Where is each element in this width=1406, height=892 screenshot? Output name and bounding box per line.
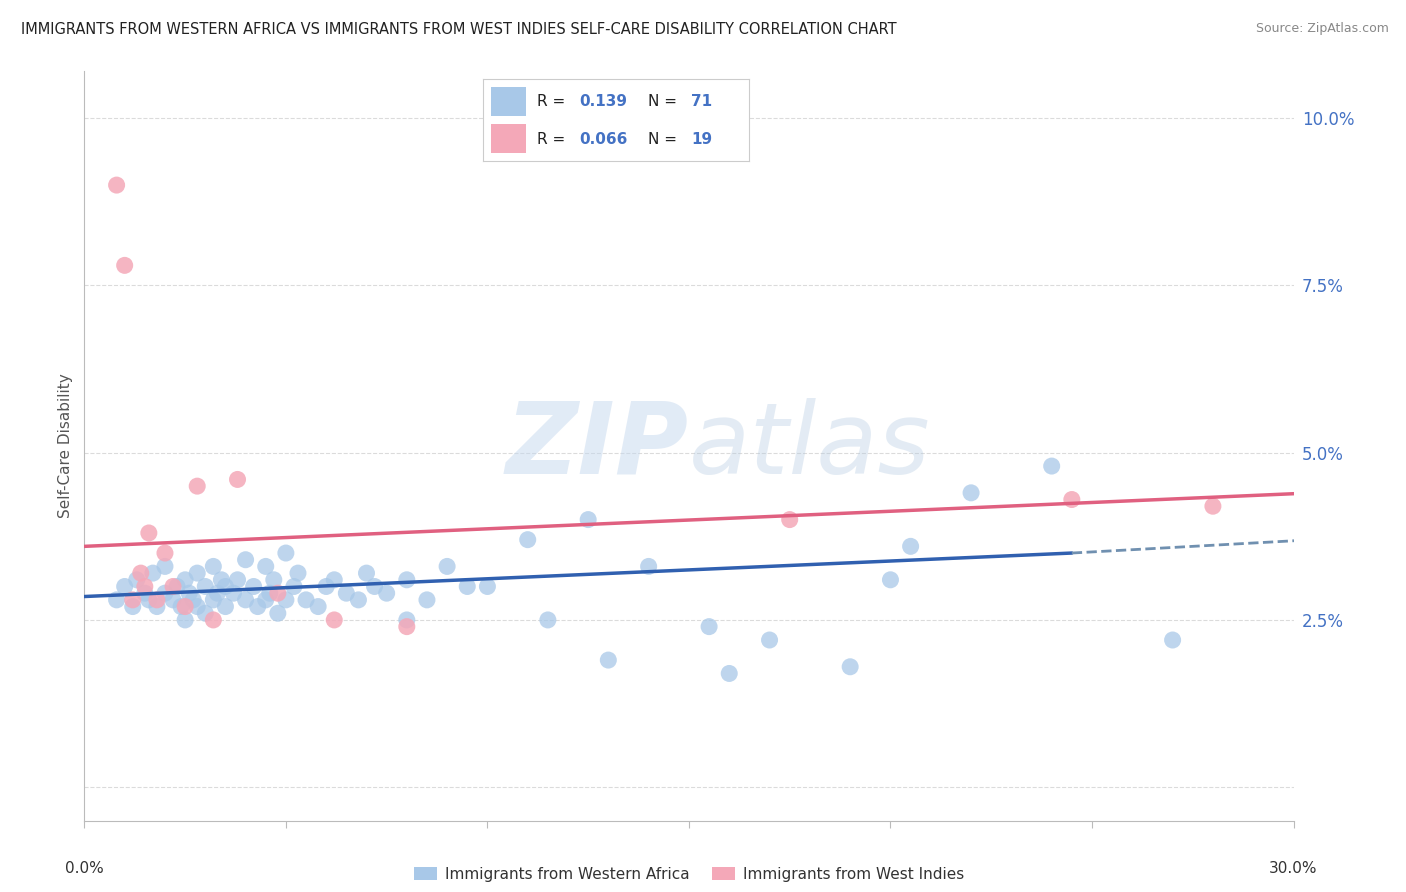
Point: [174, 573, 197, 587]
Point: [174, 599, 197, 614]
Point: [242, 580, 264, 594]
Text: Source: ZipAtlas.com: Source: ZipAtlas.com: [1256, 22, 1389, 36]
Point: [129, 566, 152, 581]
Point: [274, 592, 297, 607]
Point: [267, 586, 290, 600]
Point: [194, 580, 217, 594]
Point: [134, 580, 156, 594]
Point: [1040, 459, 1063, 474]
Point: [207, 586, 229, 600]
Text: 30.0%: 30.0%: [1270, 861, 1317, 876]
Point: [879, 573, 901, 587]
Point: [142, 566, 165, 581]
Point: [125, 573, 148, 587]
Point: [153, 546, 176, 560]
Point: [246, 599, 269, 614]
Point: [226, 473, 249, 487]
Point: [179, 586, 201, 600]
Text: 0.0%: 0.0%: [65, 861, 104, 876]
Point: [416, 592, 439, 607]
Point: [274, 546, 297, 560]
Point: [1161, 633, 1184, 648]
Point: [186, 566, 208, 581]
Point: [576, 512, 599, 526]
Point: [214, 580, 236, 594]
Point: [114, 259, 136, 273]
Point: [222, 586, 245, 600]
Point: [138, 526, 160, 541]
Point: [226, 573, 249, 587]
Point: [758, 633, 780, 648]
Point: [153, 559, 176, 574]
Point: [779, 512, 801, 526]
Point: [395, 619, 418, 633]
Point: [162, 592, 184, 607]
Point: [267, 607, 290, 621]
Point: [121, 592, 143, 607]
Point: [214, 599, 236, 614]
Point: [146, 592, 169, 607]
Point: [105, 592, 128, 607]
Text: IMMIGRANTS FROM WESTERN AFRICA VS IMMIGRANTS FROM WEST INDIES SELF-CARE DISABILI: IMMIGRANTS FROM WESTERN AFRICA VS IMMIGR…: [21, 22, 897, 37]
Point: [186, 599, 208, 614]
Point: [335, 586, 357, 600]
Point: [166, 580, 188, 594]
Y-axis label: Self-Care Disability: Self-Care Disability: [58, 374, 73, 518]
Point: [138, 592, 160, 607]
Point: [477, 580, 499, 594]
Point: [146, 599, 169, 614]
Point: [186, 479, 208, 493]
Point: [254, 559, 277, 574]
Point: [637, 559, 659, 574]
Point: [283, 580, 305, 594]
Point: [259, 586, 281, 600]
Point: [1060, 492, 1083, 507]
Point: [263, 573, 285, 587]
Point: [718, 666, 741, 681]
Point: [323, 573, 346, 587]
Point: [295, 592, 318, 607]
Point: [395, 613, 418, 627]
Point: [436, 559, 458, 574]
Point: [209, 573, 232, 587]
Text: atlas: atlas: [689, 398, 931, 494]
Point: [105, 178, 128, 193]
Point: [697, 619, 720, 633]
Point: [363, 580, 385, 594]
Point: [537, 613, 560, 627]
Point: [516, 533, 538, 547]
Point: [121, 599, 143, 614]
Point: [235, 552, 257, 567]
Point: [456, 580, 478, 594]
Point: [254, 592, 277, 607]
Point: [323, 613, 346, 627]
Point: [235, 592, 257, 607]
Point: [356, 566, 378, 581]
Point: [315, 580, 337, 594]
Point: [347, 592, 370, 607]
Point: [307, 599, 329, 614]
Point: [598, 653, 620, 667]
Legend: Immigrants from Western Africa, Immigrants from West Indies: Immigrants from Western Africa, Immigran…: [408, 861, 970, 888]
Point: [202, 559, 225, 574]
Point: [960, 485, 983, 500]
Point: [194, 607, 217, 621]
Point: [900, 539, 922, 553]
Point: [181, 592, 204, 607]
Point: [375, 586, 398, 600]
Point: [202, 613, 225, 627]
Point: [153, 586, 176, 600]
Point: [174, 613, 197, 627]
Point: [839, 660, 862, 674]
Point: [395, 573, 418, 587]
Point: [162, 580, 184, 594]
Point: [202, 592, 225, 607]
Point: [114, 580, 136, 594]
Text: ZIP: ZIP: [506, 398, 689, 494]
Point: [287, 566, 309, 581]
Point: [134, 586, 156, 600]
Point: [170, 599, 193, 614]
Point: [1202, 500, 1225, 514]
